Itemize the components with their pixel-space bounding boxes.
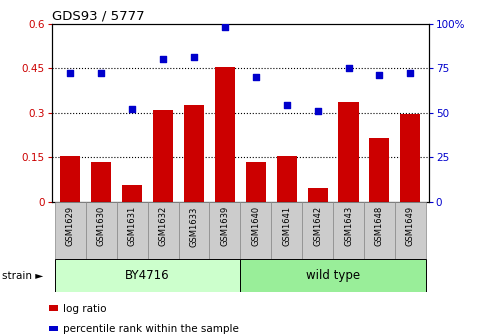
Bar — [91, 162, 111, 202]
Text: GSM1640: GSM1640 — [251, 206, 260, 246]
Point — [252, 74, 260, 80]
Bar — [277, 156, 297, 202]
Point — [67, 71, 74, 76]
Text: wild type: wild type — [306, 269, 360, 282]
Bar — [184, 105, 204, 202]
Bar — [364, 202, 395, 259]
Bar — [271, 202, 302, 259]
Bar — [241, 259, 426, 292]
Point — [345, 65, 352, 71]
Text: strain ►: strain ► — [2, 270, 44, 281]
Text: GSM1648: GSM1648 — [375, 206, 384, 246]
Point — [283, 103, 291, 108]
Bar — [86, 202, 117, 259]
Text: GSM1639: GSM1639 — [220, 206, 229, 246]
Point — [97, 71, 105, 76]
Bar — [241, 202, 271, 259]
Bar — [339, 102, 358, 202]
Bar — [210, 202, 241, 259]
Bar — [215, 67, 235, 202]
Point — [159, 56, 167, 62]
Bar — [395, 202, 426, 259]
Bar — [60, 156, 80, 202]
Point — [406, 71, 414, 76]
Bar — [400, 114, 421, 202]
Text: GSM1631: GSM1631 — [128, 206, 137, 246]
Bar — [308, 188, 328, 202]
Point — [128, 106, 136, 112]
Point — [314, 108, 321, 114]
Bar — [55, 202, 86, 259]
Bar — [333, 202, 364, 259]
Text: GSM1629: GSM1629 — [66, 206, 75, 246]
Text: GSM1630: GSM1630 — [97, 206, 106, 246]
Bar — [153, 110, 173, 202]
Text: log ratio: log ratio — [63, 304, 106, 314]
Text: GSM1643: GSM1643 — [344, 206, 353, 246]
Text: GSM1632: GSM1632 — [159, 206, 168, 246]
Text: GSM1633: GSM1633 — [189, 206, 199, 247]
Bar — [302, 202, 333, 259]
Text: GSM1642: GSM1642 — [313, 206, 322, 246]
Text: BY4716: BY4716 — [125, 269, 170, 282]
Text: GSM1641: GSM1641 — [282, 206, 291, 246]
Text: GDS93 / 5777: GDS93 / 5777 — [52, 9, 144, 23]
Text: percentile rank within the sample: percentile rank within the sample — [63, 324, 239, 334]
Bar — [178, 202, 210, 259]
Point — [221, 25, 229, 30]
Point — [190, 55, 198, 60]
Bar — [55, 259, 241, 292]
Bar — [369, 138, 389, 202]
Bar — [117, 202, 147, 259]
Bar — [147, 202, 178, 259]
Text: GSM1649: GSM1649 — [406, 206, 415, 246]
Bar — [122, 185, 142, 202]
Bar — [246, 162, 266, 202]
Point — [376, 73, 384, 78]
